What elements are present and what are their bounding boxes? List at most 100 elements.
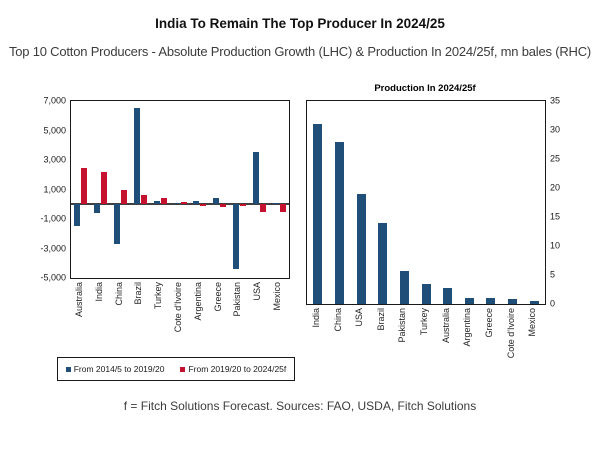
x-category-label: Argentina [462,308,473,347]
x-category-label: China [113,282,124,306]
page-title: India To Remain The Top Producer In 2024… [155,16,445,31]
x-category-label: Brazil [133,282,144,305]
legend-item-2014-2019: From 2014/5 to 2019/20 [65,364,165,374]
growth-chart-y-axis: 7,000 5,000 3,000 1,000 -1,000 -3,000 -5,000 [22,96,66,282]
x-category-label: Greece [484,308,494,338]
growth-bar-turkey [153,200,160,205]
x-category-label: Turkey [419,308,430,336]
growth-bar-greece [213,198,220,205]
x-category-cell: Greece [479,308,501,388]
x-category-cell: India [306,308,328,388]
growth-bar-argentina [200,204,207,206]
growth-bar-usa [252,151,259,205]
growth-bar-pakistan [239,204,246,207]
growth-bar-china [121,189,128,205]
x-category-cell: Argentina [457,308,479,388]
y-tick-label: 7,000 [43,95,66,106]
production-chart-title: Production In 2024/25f [374,83,476,94]
production-bar-brazil [378,222,388,304]
source-note: f = Fitch Solutions Forecast. Sources: F… [123,399,477,413]
production-bar-greece [486,297,496,304]
x-category-label: USA [252,282,263,301]
x-category-cell: China [110,282,130,358]
y-tick-label: -5,000 [40,272,66,283]
x-category-cell: Pakistan [229,282,249,358]
growth-bar-australia [74,204,81,227]
x-category-label: Turkey [153,282,164,310]
production-bar-pakistan [399,270,409,304]
production-bar-australia [443,287,453,304]
x-category-cell: Turkey [149,282,169,358]
y-tick-label: 25 [550,153,561,164]
x-category-cell: Cote d'Ivoire [501,308,523,388]
production-chart-x-labels: India China USA Brazil Pakistan Turkey Austral… [306,308,544,388]
y-tick-label: 5,000 [43,125,66,135]
x-category-cell: USA [349,308,371,388]
zero-axis-line [71,203,289,206]
y-tick-label: 0 [550,298,556,309]
x-category-label: Pakistan [232,282,243,317]
x-category-label: Greece [212,282,223,312]
x-category-label: Brazil [375,308,386,331]
x-category-cell: India [90,282,110,358]
x-category-label: Cote d'Ivoire [505,308,516,359]
production-bar-india [313,124,323,304]
x-category-cell: Pakistan [393,308,415,388]
x-category-cell: Australia [70,282,90,358]
x-category-label: India [310,308,321,328]
growth-bar-pakistan [232,204,239,270]
growth-bar-brazil [133,108,140,205]
x-category-cell: Mexico [268,282,288,358]
x-category-cell: Argentina [189,282,209,358]
growth-bar-brazil [140,194,147,205]
production-bar-argentina [464,297,474,304]
x-category-label: Cote d'Ivoire [173,282,184,333]
x-category-cell: Greece [209,282,229,358]
x-category-label: Australia [73,282,84,318]
y-tick-label: 35 [550,95,561,106]
production-bar-turkey [421,283,431,304]
growth-bar-india [101,171,108,205]
legend: From 2014/5 to 2019/20 From 2019/20 to 2… [57,357,295,381]
x-category-label: Mexico [272,282,283,311]
growth-chart-plot [70,100,290,279]
production-chart-y-axis: 35 30 25 20 15 10 5 0 [550,96,584,308]
y-tick-label: 10 [550,240,561,251]
y-tick-label: 20 [550,182,561,193]
red-series-swatch [180,366,186,372]
y-tick-label: 30 [550,124,561,135]
y-tick-label: 1,000 [43,184,66,194]
x-category-cell: Turkey [414,308,436,388]
production-chart-plot [306,100,546,305]
x-category-cell: China [328,308,350,388]
growth-bar-argentina [193,200,200,205]
production-bar-usa [356,193,366,304]
growth-bar-cote-d-ivoire [173,202,180,205]
growth-bar-india [94,204,101,214]
x-category-label: Argentina [192,282,203,321]
x-category-cell: Brazil [129,282,149,358]
growth-chart-x-labels: Australia India China Brazil Turkey Cote d'Iv… [70,282,288,358]
legend-label: From 2019/20 to 2024/25f [188,364,287,374]
growth-bar-china [114,204,121,245]
production-bar-china [334,141,344,304]
x-category-label: China [332,308,343,332]
y-tick-label: -3,000 [40,243,66,253]
production-bar-mexico [529,300,539,304]
x-category-cell: Brazil [371,308,393,388]
growth-bar-usa [259,204,266,212]
y-tick-label: 3,000 [43,154,66,165]
legend-label: From 2014/5 to 2019/20 [73,364,165,374]
x-category-cell: USA [248,282,268,358]
growth-bar-mexico [279,204,286,213]
growth-bar-turkey [160,197,167,205]
growth-bar-cote-d-ivoire [180,202,187,205]
x-category-cell: Mexico [522,308,544,388]
x-category-label: India [93,282,104,302]
y-tick-label: 5 [550,269,556,280]
growth-bar-mexico [272,202,279,205]
x-category-label: Mexico [527,308,538,337]
blue-series-swatch [65,366,71,372]
y-tick-label: -1,000 [40,213,66,224]
